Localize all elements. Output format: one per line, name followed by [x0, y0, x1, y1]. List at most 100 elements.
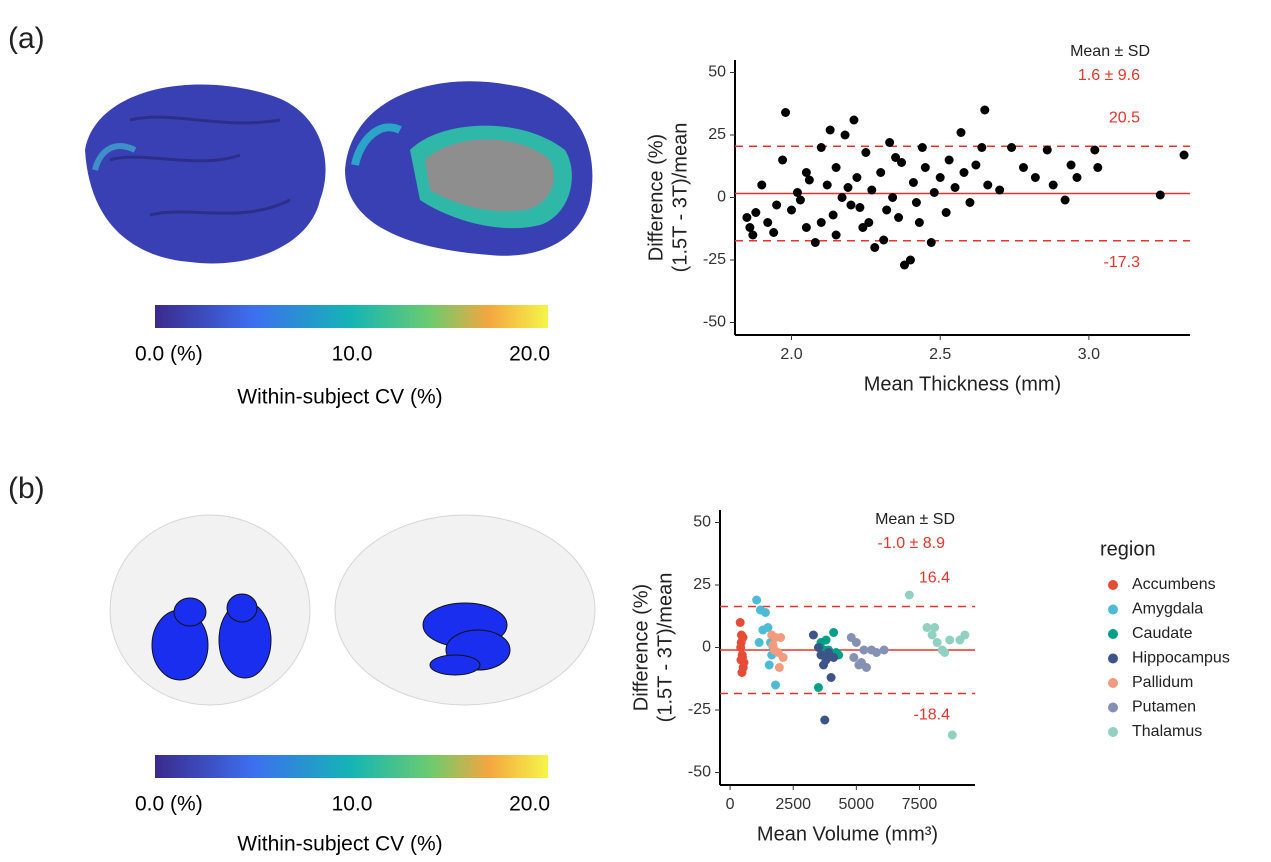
limit-label: 20.5: [1109, 109, 1140, 126]
point: [764, 660, 774, 670]
point: [772, 200, 782, 210]
point: [748, 230, 758, 240]
y-tick-label: 25: [708, 126, 726, 143]
y-axis-label: (1.5T - 3T)/mean: [669, 123, 691, 273]
legend-label: Hippocampus: [1132, 650, 1230, 667]
point: [867, 185, 877, 195]
point: [1093, 163, 1103, 172]
point: [816, 143, 826, 152]
legend-swatch: [1108, 678, 1118, 688]
legend-swatch: [1108, 629, 1118, 639]
colorbar-tick: 10.0: [332, 343, 373, 366]
point: [980, 105, 990, 115]
point: [1030, 173, 1040, 182]
summary-title: Mean ± SD: [1070, 43, 1150, 60]
point: [763, 218, 773, 227]
x-tick-label: 2.5: [929, 346, 951, 363]
legend-label: Amygdala: [1132, 601, 1203, 618]
point: [920, 163, 930, 172]
legend-label: Putamen: [1132, 699, 1196, 716]
point: [752, 595, 762, 605]
y-tick-label: -50: [688, 764, 711, 781]
legend-swatch: [1108, 653, 1118, 664]
point: [816, 650, 826, 660]
point: [831, 230, 841, 240]
legend-label: Caudate: [1132, 625, 1193, 642]
y-tick-label: 50: [708, 64, 726, 81]
point: [804, 175, 814, 185]
colorbar: [155, 755, 548, 778]
point: [760, 608, 770, 617]
legend-label: Pallidum: [1132, 674, 1193, 691]
point: [930, 623, 940, 632]
point: [840, 130, 850, 140]
point: [927, 630, 937, 640]
point: [861, 663, 871, 672]
point: [904, 590, 914, 600]
point: [813, 683, 823, 692]
point: [870, 243, 880, 252]
point: [858, 223, 868, 232]
point: [940, 648, 950, 657]
brain-lateral: [85, 84, 326, 264]
point: [757, 180, 767, 190]
point: [859, 645, 869, 655]
point: [1066, 160, 1076, 170]
point: [935, 173, 945, 182]
point: [891, 153, 901, 162]
point: [932, 638, 942, 647]
point: [754, 638, 764, 647]
point: [742, 213, 752, 222]
point: [956, 128, 966, 137]
point: [846, 200, 856, 210]
point: [977, 143, 987, 152]
point: [1018, 163, 1028, 172]
x-tick-label: 5000: [839, 796, 875, 813]
point: [801, 223, 811, 232]
point: [768, 640, 778, 650]
subcortical-side: [334, 514, 596, 706]
point: [837, 193, 847, 202]
point: [781, 108, 791, 117]
point: [995, 185, 1005, 195]
point: [771, 680, 781, 690]
point: [774, 663, 784, 672]
point: [737, 653, 747, 662]
legend-label: Thalamus: [1132, 723, 1202, 740]
colorbar-tick: 0.0 (%): [135, 793, 203, 816]
point: [1060, 195, 1070, 205]
point: [879, 235, 889, 245]
brain-medial: [345, 81, 593, 256]
summary: 1.6 ± 9.6: [1078, 67, 1140, 84]
point: [735, 618, 745, 627]
x-tick-label: 0: [726, 796, 735, 813]
point: [852, 173, 862, 182]
point: [971, 160, 981, 170]
y-axis-label: (1.5T - 3T)/mean: [654, 573, 676, 723]
summary: -1.0 ± 8.9: [878, 535, 946, 552]
point: [922, 623, 932, 632]
point: [1090, 145, 1100, 155]
x-axis-label: Mean Volume (mm³): [757, 823, 938, 845]
point: [813, 643, 823, 652]
colorbar-tick: 20.0: [509, 343, 550, 366]
legend-swatch: [1108, 702, 1118, 713]
point: [945, 635, 955, 645]
point: [855, 203, 865, 212]
point: [1007, 143, 1017, 152]
panel-label: (b): [8, 472, 45, 505]
point: [825, 125, 835, 135]
point: [769, 228, 779, 237]
x-tick-label: 2.0: [780, 346, 802, 363]
point: [843, 183, 853, 192]
point: [758, 625, 768, 635]
x-tick-label: 2500: [775, 796, 811, 813]
point: [792, 188, 802, 197]
point: [1042, 145, 1052, 155]
subcortical-front: [109, 514, 311, 706]
point: [1179, 150, 1189, 160]
colorbar-title: Within-subject CV (%): [237, 833, 442, 856]
point: [810, 238, 820, 247]
point: [849, 115, 859, 125]
